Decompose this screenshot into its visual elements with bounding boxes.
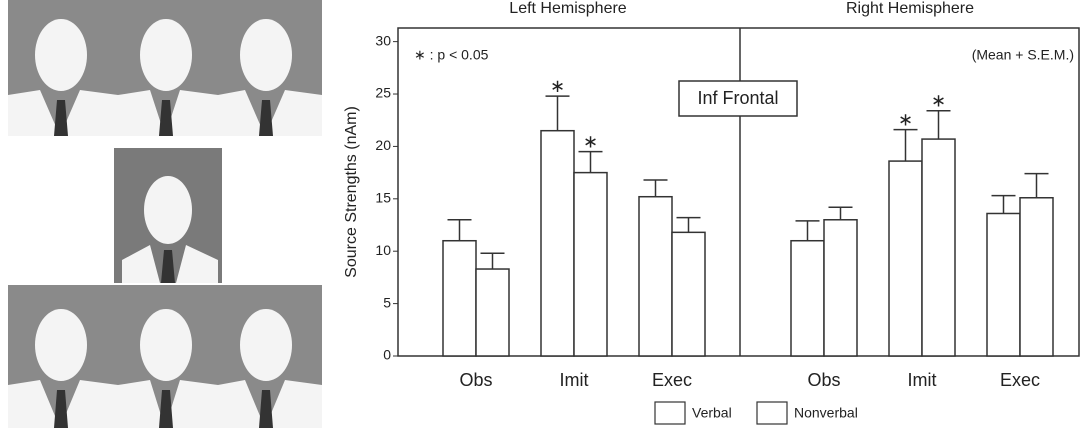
region-box bbox=[678, 80, 798, 117]
y-tick-label: 0 bbox=[383, 347, 391, 363]
legend-swatch bbox=[756, 401, 788, 425]
y-tick-label: 20 bbox=[375, 137, 391, 153]
significance-marker: ∗ bbox=[583, 131, 598, 151]
x-tick-label: Obs bbox=[807, 370, 840, 390]
bar bbox=[1019, 197, 1054, 357]
legend-swatch bbox=[654, 401, 686, 425]
bar bbox=[671, 231, 706, 357]
region-label: Inf Frontal bbox=[697, 88, 778, 108]
panel-title: Left Hemisphere bbox=[509, 0, 626, 17]
plot-frame bbox=[397, 27, 1080, 357]
legend-label: Verbal bbox=[692, 405, 732, 421]
bar bbox=[475, 268, 510, 357]
y-tick-label: 25 bbox=[375, 85, 391, 101]
y-tick-label: 15 bbox=[375, 190, 391, 206]
bar bbox=[823, 219, 858, 357]
photos bbox=[8, 0, 322, 428]
bar bbox=[638, 195, 673, 357]
y-axis-label: Source Strengths (nAm) bbox=[343, 106, 360, 278]
faces bbox=[8, 19, 322, 428]
bar bbox=[573, 171, 608, 357]
significance-marker: ∗ bbox=[550, 76, 565, 96]
x-tick-label: Imit bbox=[908, 370, 937, 390]
significance-marker: ∗ bbox=[898, 109, 913, 129]
stat-note: (Mean + S.E.M.) bbox=[972, 47, 1074, 63]
significance-note: ∗ : p < 0.05 bbox=[414, 47, 489, 63]
bar bbox=[442, 239, 477, 357]
x-tick-label: Imit bbox=[560, 370, 589, 390]
y-tick-label: 5 bbox=[383, 294, 391, 310]
panel-title: Right Hemisphere bbox=[846, 0, 974, 17]
x-tick-label: Obs bbox=[459, 370, 492, 390]
bar bbox=[986, 212, 1021, 357]
bar bbox=[921, 138, 956, 357]
bar bbox=[888, 160, 923, 357]
ties bbox=[54, 100, 273, 428]
legend-label: Nonverbal bbox=[794, 405, 858, 421]
y-tick-label: 30 bbox=[375, 32, 391, 48]
bar bbox=[790, 239, 825, 357]
x-tick-label: Exec bbox=[652, 370, 692, 390]
significance-marker: ∗ bbox=[931, 91, 946, 111]
bar bbox=[540, 129, 575, 357]
y-tick-label: 10 bbox=[375, 242, 391, 258]
x-tick-label: Exec bbox=[1000, 370, 1040, 390]
